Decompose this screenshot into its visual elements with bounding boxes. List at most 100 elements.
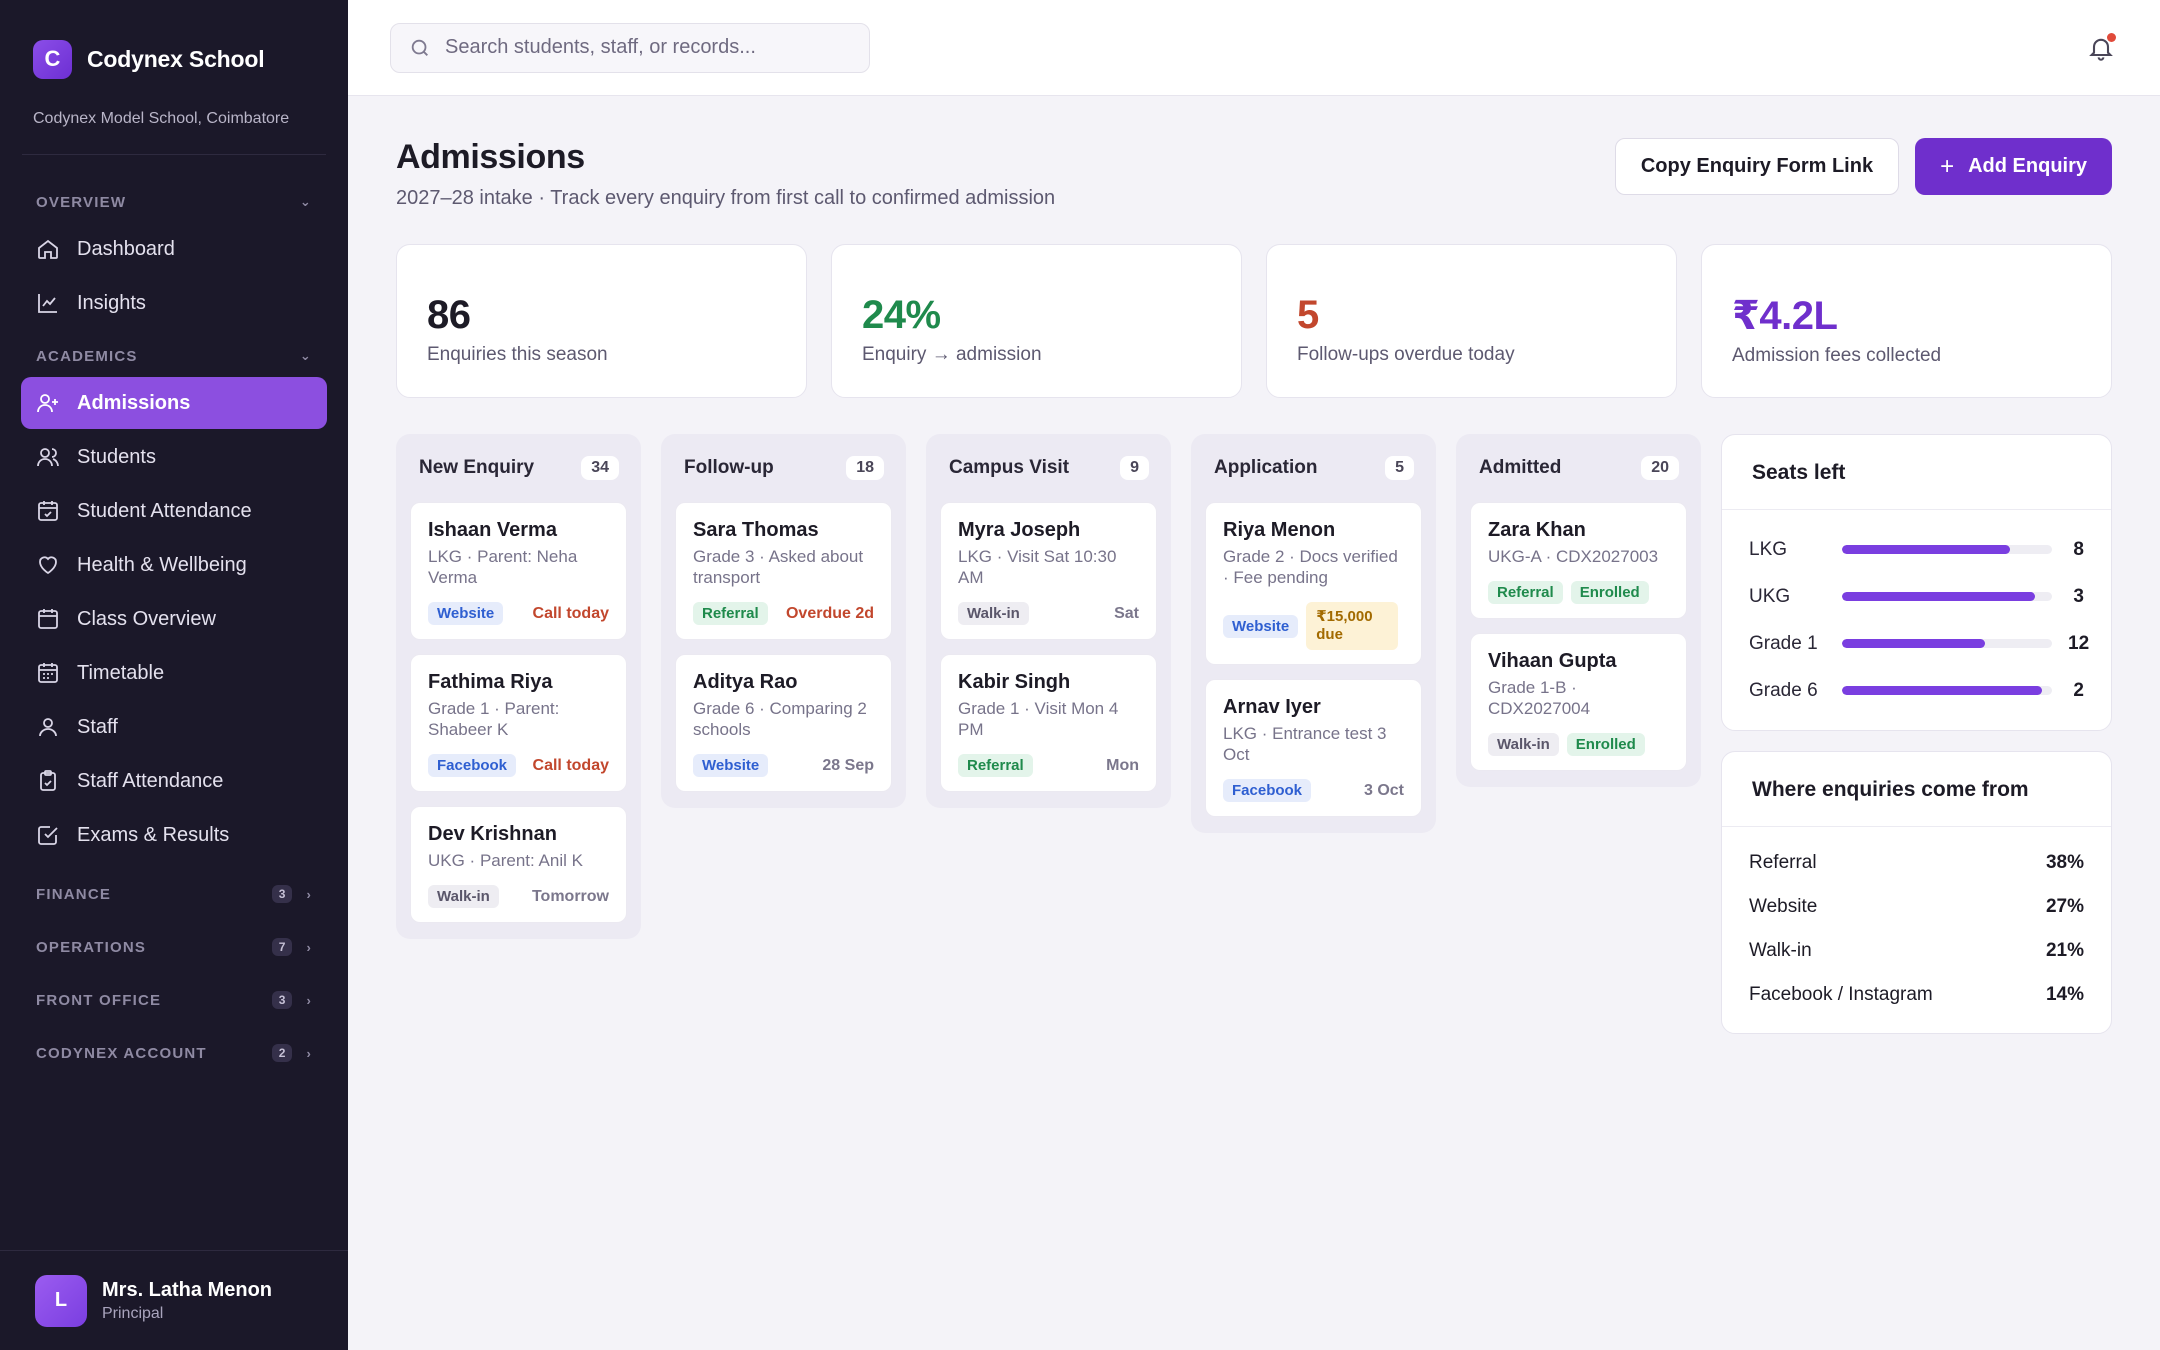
stat-label: Admission fees collected [1732, 345, 1942, 366]
notifications-button[interactable] [2084, 31, 2118, 65]
seat-row: UKG 3 [1749, 573, 2084, 620]
seat-fill [1842, 545, 2010, 554]
enquiry-card[interactable]: Fathima Riya Grade 1 · Parent: Shabeer K… [410, 654, 627, 792]
source-percent: 21% [2045, 940, 2084, 961]
sidebar-item-health[interactable]: Health & Wellbeing [21, 539, 327, 591]
source-tag: Website [693, 754, 769, 777]
sidebar-item-student-attendance[interactable]: Student Attendance [21, 485, 327, 537]
stat-card: 24% Enquiry → admission [831, 244, 1242, 398]
sidebar-item-class-overview[interactable]: Class Overview [21, 593, 327, 645]
nav-section-academics[interactable]: ACADEMICS ⌄ [0, 337, 348, 375]
source-label: Facebook / Instagram [1749, 984, 1933, 1005]
nav-section-label: FRONT OFFICE [36, 991, 162, 1009]
student-name: Arnav Iyer [1223, 696, 1321, 718]
student-name: Kabir Singh [958, 671, 1071, 693]
add-enquiry-button[interactable]: + Add Enquiry [1915, 138, 2112, 195]
seat-row: Grade 1 12 [1749, 620, 2090, 667]
source-row: Website 27% [1749, 885, 2084, 929]
home-icon [35, 236, 61, 262]
enquiry-card[interactable]: Zara Khan UKG-A · CDX2027003 Referral Enr… [1470, 502, 1687, 619]
sidebar-item-staff-attendance[interactable]: Staff Attendance [21, 755, 327, 807]
seat-bar [1842, 592, 2052, 601]
content: Admissions 2027–28 intake · Track every … [348, 96, 2160, 1034]
enquiry-card[interactable]: Riya Menon Grade 2 · Docs verified · Fee… [1205, 502, 1422, 665]
student-name: Ishaan Verma [428, 519, 557, 541]
nav-section-label: ACADEMICS [36, 347, 138, 365]
source-row: Walk-in 21% [1749, 929, 2084, 973]
users-icon [35, 444, 61, 470]
followup-note: Tomorrow [531, 887, 609, 905]
fee-due-badge: ₹15,000 due [1306, 602, 1399, 650]
nav-section-label: OVERVIEW [36, 193, 127, 211]
chevron-right-icon: › [306, 886, 312, 902]
heart-icon [35, 552, 61, 578]
nav-section-front-office[interactable]: FRONT OFFICE 3 › [0, 981, 348, 1019]
enquiry-card[interactable]: Aditya Rao Grade 6 · Comparing 2 schools… [675, 654, 892, 792]
enquiry-card[interactable]: Ishaan Verma LKG · Parent: Neha Verma We… [410, 502, 627, 640]
column-title: New Enquiry [419, 457, 535, 478]
column-count: 5 [1385, 456, 1414, 480]
seat-grade: Grade 1 [1749, 632, 1818, 654]
status-badge: Enrolled [1570, 581, 1649, 604]
sidebar-item-label: Staff Attendance [77, 769, 224, 792]
column-count: 34 [581, 456, 619, 480]
student-name: Aditya Rao [693, 671, 798, 693]
panel-title: Seats left [1722, 435, 2111, 510]
stat-card: 86 Enquiries this season [396, 244, 807, 398]
enquiry-card[interactable]: Dev Krishnan UKG · Parent: Anil K Walk-i… [410, 806, 627, 923]
source-row: Referral 38% [1749, 841, 2084, 885]
column-count: 18 [846, 456, 884, 480]
sidebar-item-dashboard[interactable]: Dashboard [21, 223, 327, 275]
topbar [348, 0, 2160, 96]
sidebar-item-admissions[interactable]: Admissions [21, 377, 327, 429]
source-percent: 14% [2045, 984, 2084, 1005]
stats-row: 86 Enquiries this season 24% Enquiry → a… [396, 244, 2112, 398]
seat-bar [1842, 686, 2052, 695]
enquiry-card[interactable]: Vihaan Gupta Grade 1-B · CDX2027004 Walk… [1470, 633, 1687, 771]
sidebar-item-timetable[interactable]: Timetable [21, 647, 327, 699]
student-name: Zara Khan [1488, 519, 1586, 541]
enquiry-detail: UKG-A · CDX2027003 [1488, 547, 1659, 566]
seat-count: 12 [2068, 632, 2090, 654]
sidebar-item-insights[interactable]: Insights [21, 277, 327, 329]
source-label: Walk-in [1749, 940, 1812, 961]
stat-label: Enquiries this season [427, 344, 608, 365]
search-icon [411, 39, 428, 56]
sidebar-item-label: Health & Wellbeing [77, 553, 247, 576]
seat-fill [1842, 686, 2042, 695]
seat-bar [1842, 545, 2052, 554]
sidebar-item-label: Staff [77, 715, 118, 738]
nav-section-overview[interactable]: OVERVIEW ⌄ [0, 183, 348, 221]
seat-count: 3 [2073, 585, 2084, 607]
user-profile[interactable]: L Mrs. Latha Menon Principal [0, 1250, 348, 1350]
sidebar-item-label: Admissions [77, 391, 191, 414]
chevron-down-icon: ⌄ [299, 194, 312, 209]
bell-icon [2089, 38, 2113, 61]
enquiry-card[interactable]: Kabir Singh Grade 1 · Visit Mon 4 PM Ref… [940, 654, 1157, 792]
user-role: Principal [102, 1304, 164, 1322]
source-tag: Facebook [1223, 779, 1312, 802]
nav-section-count: 2 [271, 1044, 293, 1062]
search-box[interactable] [390, 22, 870, 73]
nav-section-codynex-account[interactable]: CODYNEX ACCOUNT 2 › [0, 1034, 348, 1072]
stat-value: 5 [1297, 293, 1319, 337]
student-name: Vihaan Gupta [1488, 650, 1617, 672]
sidebar-item-students[interactable]: Students [21, 431, 327, 483]
sidebar-item-exams[interactable]: Exams & Results [21, 809, 327, 861]
nav-section-operations[interactable]: OPERATIONS 7 › [0, 928, 348, 966]
sidebar-item-label: Exams & Results [77, 823, 230, 846]
search-input[interactable] [445, 36, 845, 59]
nav-section-finance[interactable]: FINANCE 3 › [0, 875, 348, 913]
chevron-down-icon: ⌄ [299, 348, 312, 363]
enquiry-card[interactable]: Sara Thomas Grade 3 · Asked about transp… [675, 502, 892, 640]
source-label: Website [1749, 896, 1818, 917]
copy-enquiry-link-button[interactable]: Copy Enquiry Form Link [1614, 138, 1900, 195]
column-count: 9 [1120, 456, 1149, 480]
chevron-right-icon: › [306, 1045, 312, 1061]
sidebar-item-staff[interactable]: Staff [21, 701, 327, 753]
enquiry-card[interactable]: Arnav Iyer LKG · Entrance test 3 Oct Fac… [1205, 679, 1422, 817]
enquiry-detail: Grade 1 · Visit Mon 4 PM [958, 699, 1119, 739]
seat-row: LKG 8 [1749, 526, 2084, 573]
enquiry-card[interactable]: Myra Joseph LKG · Visit Sat 10:30 AM Wal… [940, 502, 1157, 640]
column-follow-up: Follow-up 18 Sara Thomas Grade 3 · Asked … [661, 434, 906, 808]
